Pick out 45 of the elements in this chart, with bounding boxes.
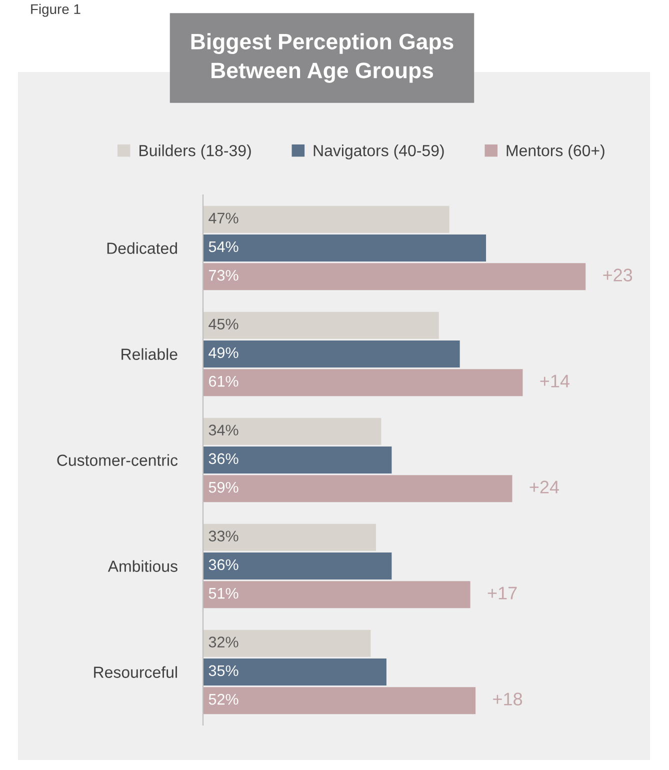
caption: Figure 1 bbox=[31, 4, 80, 17]
y-tick-label: Customer-centric bbox=[57, 454, 178, 466]
data-label: 49% bbox=[208, 347, 238, 358]
legend-label: Mentors (60+) bbox=[506, 144, 604, 160]
bar bbox=[203, 581, 470, 608]
data-label: 54% bbox=[208, 241, 238, 252]
bar bbox=[203, 263, 586, 290]
bar bbox=[203, 658, 386, 686]
bar bbox=[203, 446, 392, 474]
annotation: +17 bbox=[488, 586, 517, 600]
bar bbox=[203, 234, 486, 262]
data-label: 51% bbox=[208, 588, 238, 599]
data-label: 36% bbox=[208, 453, 238, 464]
data-label: 59% bbox=[208, 482, 238, 493]
data-label: 35% bbox=[208, 665, 238, 676]
text: +23 bbox=[603, 268, 632, 282]
legend-label: Navigators (40-59) bbox=[314, 144, 444, 160]
data-label: 73% bbox=[209, 270, 238, 281]
bar bbox=[203, 552, 392, 580]
annotation: +18 bbox=[493, 692, 522, 706]
y-tick-label: Ambitious bbox=[108, 560, 178, 572]
data-label: 33% bbox=[208, 530, 238, 542]
data-label: 52% bbox=[208, 694, 238, 705]
data-label: 47% bbox=[208, 212, 238, 224]
bar bbox=[203, 312, 439, 339]
bar bbox=[203, 630, 371, 657]
bar bbox=[203, 687, 476, 714]
bar bbox=[203, 475, 512, 502]
data-label: 45% bbox=[208, 318, 238, 330]
data-label: 36% bbox=[208, 559, 238, 570]
y-tick-label: Dedicated bbox=[107, 242, 177, 254]
bar bbox=[203, 206, 450, 233]
bar bbox=[203, 369, 523, 396]
y-tick-label: Reliable bbox=[122, 348, 178, 360]
data-label: 34% bbox=[208, 424, 238, 436]
bar bbox=[203, 418, 382, 445]
chart-title: Biggest Perception Gaps Between Age Groups bbox=[191, 33, 454, 83]
data-label: 32% bbox=[208, 636, 238, 648]
legend-label: Builders (18-39) bbox=[140, 144, 251, 160]
data-label: 61% bbox=[209, 376, 238, 387]
bar bbox=[203, 524, 376, 551]
y-tick-label: Resourceful bbox=[94, 666, 177, 678]
annotation: +24 bbox=[530, 480, 559, 494]
bar bbox=[203, 340, 460, 368]
annotation: +14 bbox=[540, 374, 570, 388]
